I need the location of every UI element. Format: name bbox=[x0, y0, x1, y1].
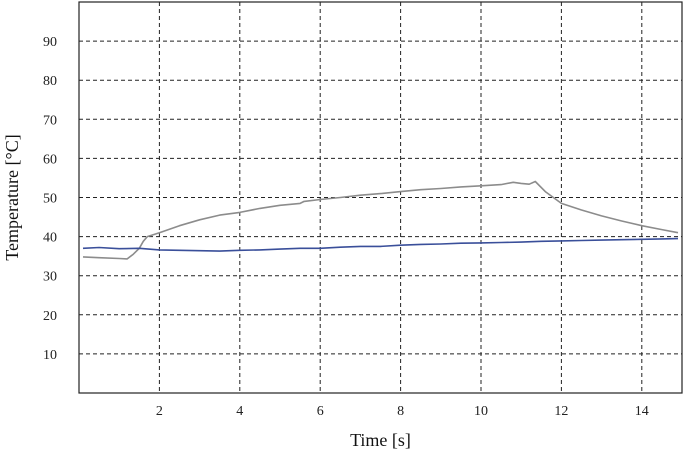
y-tick-labels: 10 20 30 40 50 60 70 80 90 bbox=[43, 35, 57, 363]
x-tick-label: 8 bbox=[397, 404, 404, 419]
y-tick-label: 20 bbox=[43, 309, 57, 324]
x-tick-label: 10 bbox=[474, 404, 488, 419]
x-tick-label: 6 bbox=[317, 404, 324, 419]
x-tick-labels: 2 4 6 8 10 12 14 bbox=[156, 404, 649, 419]
y-tick-label: 80 bbox=[43, 74, 57, 89]
series-line-1 bbox=[82, 180, 679, 260]
series-lines bbox=[82, 180, 679, 260]
y-tick-label: 60 bbox=[43, 152, 57, 167]
grid bbox=[79, 2, 682, 393]
x-axis-title: Time [s] bbox=[350, 430, 411, 450]
y-axis-title: Temperature [°C] bbox=[2, 134, 22, 260]
y-tick-label: 70 bbox=[43, 113, 57, 128]
y-tick-label: 30 bbox=[43, 270, 57, 285]
x-tick-label: 2 bbox=[156, 404, 163, 419]
x-tick-label: 4 bbox=[236, 404, 243, 419]
y-tick-label: 50 bbox=[43, 192, 57, 207]
plot-frame bbox=[78, 1, 683, 394]
y-tick-label: 40 bbox=[43, 231, 57, 246]
y-tick-label: 10 bbox=[43, 348, 57, 363]
x-tick-label: 12 bbox=[554, 404, 568, 419]
series-line-2 bbox=[82, 237, 679, 252]
x-tick-label: 14 bbox=[635, 404, 649, 419]
y-tick-label: 90 bbox=[43, 35, 57, 50]
